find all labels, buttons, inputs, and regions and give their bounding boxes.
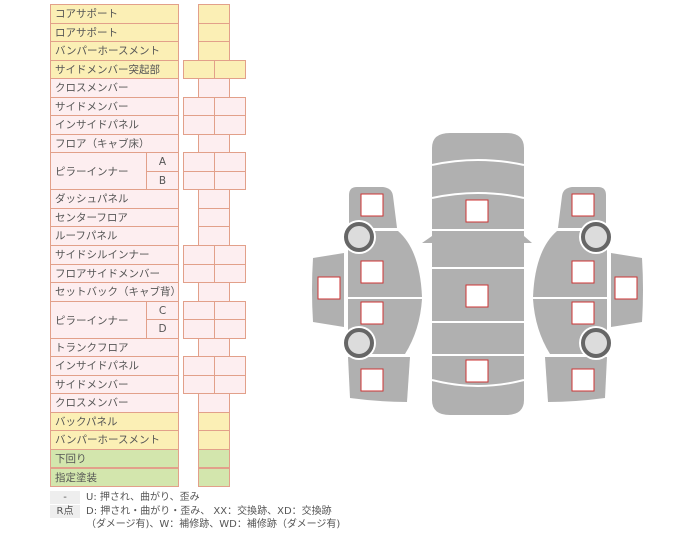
damage-mark-box [360,193,384,217]
car-left-side [312,187,422,402]
row-sub-label: A [146,152,179,172]
check-cell[interactable] [198,467,230,488]
legend-line-2: R点 D: 押され・曲がり・歪み、 XX：交換跡、XD：交換跡 [50,505,332,518]
legend-text: （ダメージ有)、W：補修跡、WD：補修跡（ダメージ有) [86,519,341,530]
car-right-side [531,185,645,404]
legend-tag: R点 [50,505,80,518]
check-cell-right[interactable] [214,374,246,395]
row-label: 指定塗装 [50,467,179,488]
damage-mark-box [360,260,384,284]
check-cell-right[interactable] [214,319,246,339]
row-label: クロスメンバー [50,78,179,98]
row-label: ピラーインナー [50,152,147,191]
row-label: クロスメンバー [50,393,179,413]
legend-text: U: 押され、曲がり、歪み [86,492,200,503]
row-label: フロア（キャブ床） [50,133,179,154]
damage-mark-box [360,368,384,392]
row-label: インサイドパネル [50,115,179,135]
row-label: バックパネル [50,411,179,432]
row-label: バンパーホースメント [50,41,179,61]
row-label: ピラーインナー [50,300,147,339]
row-sub-label: C [146,300,179,321]
check-cell-right[interactable] [214,115,246,135]
row-label: センターフロア [50,207,179,228]
damage-mark-box [465,199,489,223]
row-label: サイドシルインナー [50,245,179,265]
check-cell-right[interactable] [214,170,246,191]
row-label: サイドメンバー突起部 [50,59,179,80]
legend-line-1: - U: 押され、曲がり、歪み [50,491,200,504]
check-cell-right[interactable] [214,59,246,80]
damage-mark-box [317,276,341,300]
damage-mark-box [465,284,489,308]
wheel-icon [344,328,374,358]
legend-tag: - [50,491,80,504]
damage-mark-box [360,301,384,325]
legend-text: D: 押され・曲がり・歪み、 XX：交換跡、XD：交換跡 [86,506,332,517]
car-top-view [422,133,532,415]
row-label: サイドメンバー [50,96,179,117]
row-label: バンパーホースメント [50,430,179,450]
check-cell-right[interactable] [214,263,246,284]
damage-mark-box [465,359,489,383]
row-label: フロアサイドメンバー [50,263,179,284]
legend-line-3: （ダメージ有)、W：補修跡、WD：補修跡（ダメージ有) [86,518,340,531]
wheel-icon [344,222,374,252]
